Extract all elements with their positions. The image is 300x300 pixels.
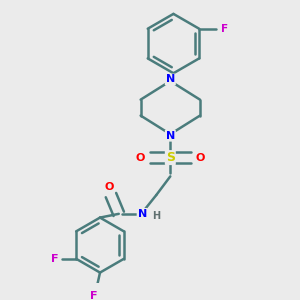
Text: H: H (152, 211, 160, 221)
Text: O: O (195, 153, 205, 163)
Text: N: N (138, 209, 147, 219)
Text: N: N (166, 131, 175, 141)
Text: S: S (166, 151, 175, 164)
Text: F: F (90, 291, 98, 300)
Text: F: F (51, 254, 58, 264)
Text: F: F (220, 24, 228, 34)
Text: O: O (105, 182, 114, 192)
Text: N: N (166, 74, 175, 85)
Text: O: O (136, 153, 145, 163)
